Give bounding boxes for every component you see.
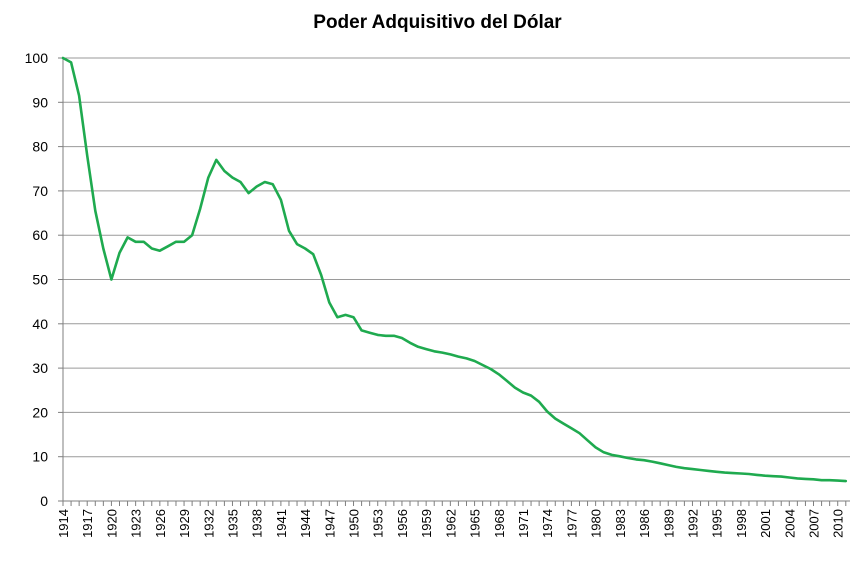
x-tick-label: 1986	[637, 509, 652, 538]
x-tick-label: 1923	[129, 509, 144, 538]
x-tick-label: 1974	[540, 509, 555, 538]
x-tick-label: 1977	[564, 509, 579, 538]
series-line-0	[61, 56, 848, 483]
x-tick-label: 1995	[710, 509, 725, 538]
x-tick-label: 1947	[322, 509, 337, 538]
x-tick-label: 1965	[468, 509, 483, 538]
x-tick-label: 2010	[831, 509, 846, 538]
x-axis-ticks: 1914 1917 1920 1923 1926 1929 1932 1935 1938 1941…	[56, 509, 846, 538]
x-tick-label: 1950	[347, 509, 362, 538]
x-tick-label: 1968	[492, 509, 507, 538]
y-tick-label: 20	[32, 404, 48, 420]
y-tick-label: 30	[32, 360, 48, 376]
x-tick-label: 1914	[56, 509, 71, 538]
y-tick-label: 80	[32, 139, 48, 155]
series-group	[61, 56, 848, 483]
y-tick-label: 70	[32, 183, 48, 199]
x-tick-label: 1956	[395, 509, 410, 538]
x-tick-label: 2007	[807, 509, 822, 538]
y-tick-label: 90	[32, 94, 48, 110]
x-tick-label: 1920	[104, 509, 119, 538]
x-tick-label: 1941	[274, 509, 289, 538]
x-tick-label: 1983	[613, 509, 628, 538]
y-tick-label: 50	[32, 272, 48, 288]
y-tick-label: 100	[25, 50, 49, 66]
x-tick-label: 1971	[516, 509, 531, 538]
x-tick-label: 1944	[298, 509, 313, 538]
x-tick-label: 1992	[685, 509, 700, 538]
x-tick-label: 1938	[250, 509, 265, 538]
x-tick-label: 1935	[225, 509, 240, 538]
y-tick-label: 60	[32, 227, 48, 243]
x-tick-label: 1926	[153, 509, 168, 538]
x-tick-label: 2001	[758, 509, 773, 538]
x-tick-label: 1962	[443, 509, 458, 538]
x-tick-label: 2004	[782, 509, 797, 538]
x-tick-label: 1932	[201, 509, 216, 538]
x-tick-label: 1989	[661, 509, 676, 538]
x-tick-label: 1980	[589, 509, 604, 538]
chart-title: Poder Adquisitivo del Dólar	[313, 12, 562, 33]
x-tick-label: 1917	[80, 509, 95, 538]
y-tick-label: 40	[32, 316, 48, 332]
x-tick-label: 1998	[734, 509, 749, 538]
gridlines	[63, 57, 850, 458]
y-tick-label: 0	[40, 493, 48, 509]
x-tick-label: 1929	[177, 509, 192, 538]
x-tick-label: 1959	[419, 509, 434, 538]
y-tick-label: 10	[32, 449, 48, 465]
axes	[58, 57, 850, 506]
y-axis-ticks: 0 10 20 30 40 50 60 70 80 90 100	[25, 50, 49, 509]
x-tick-label: 1953	[371, 509, 386, 538]
